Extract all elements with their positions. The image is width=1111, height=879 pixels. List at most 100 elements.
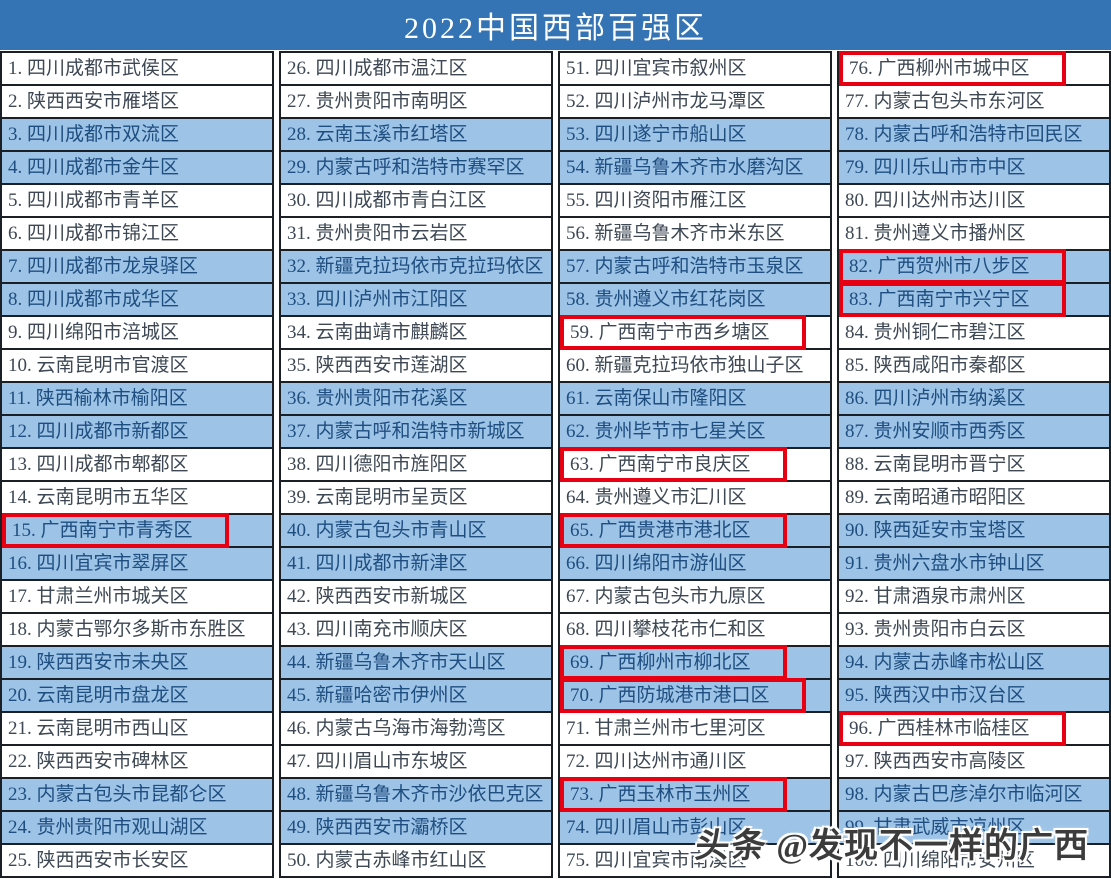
list-item: 44. 新疆乌鲁木齐市天山区 [281, 647, 551, 680]
watermark-handle: @发现不一样的广西 [776, 828, 1089, 865]
list-item: 73. 广西玉林市玉州区 [560, 777, 830, 812]
cell-label: 31. 贵州贵阳市云岩区 [287, 223, 468, 244]
list-item: 58. 贵州遵义市红花岗区 [560, 284, 830, 317]
cell-label: 1. 四川成都市武侯区 [8, 58, 180, 79]
cell-label: 42. 陕西西安市新城区 [287, 586, 468, 607]
list-item: 65. 广西贵港市港北区 [560, 513, 830, 548]
list-item: 50. 内蒙古赤峰市红山区 [281, 845, 551, 876]
cell-label: 29. 内蒙古呼和浩特市赛罕区 [287, 157, 525, 178]
list-item: 80. 四川达州市达川区 [839, 185, 1109, 218]
cell-label: 64. 贵州遵义市汇川区 [566, 487, 747, 508]
ranking-column-4: 76. 广西柳州市城中区 77. 内蒙古包头市东河区 78. 内蒙古呼和浩特市回民区… [837, 51, 1111, 878]
cell-label: 40. 内蒙古包头市青山区 [287, 520, 487, 541]
list-item: 49. 陕西西安市灞桥区 [281, 812, 551, 845]
cell-label: 57. 内蒙古呼和浩特市玉泉区 [566, 256, 804, 277]
list-item: 18. 内蒙古鄂尔多斯市东胜区 [2, 614, 272, 647]
cell-label: 26. 四川成都市温江区 [287, 58, 468, 79]
cell-label: 95. 陕西汉中市汉台区 [845, 685, 1026, 706]
list-item: 3. 四川成都市双流区 [2, 119, 272, 152]
cell-label: 66. 四川绵阳市游仙区 [566, 553, 747, 574]
highlighted-cell-label: 70. 广西防城港市港口区 [560, 678, 806, 713]
cell-label: 32. 新疆克拉玛依市克拉玛依区 [287, 256, 544, 277]
cell-label: 6. 四川成都市锦江区 [8, 223, 180, 244]
cell-label: 24. 贵州贵阳市观山湖区 [8, 817, 208, 838]
list-item: 94. 内蒙古赤峰市松山区 [839, 647, 1109, 680]
cell-label: 19. 陕西西安市未央区 [8, 652, 189, 673]
list-item: 16. 四川宜宾市翠屏区 [2, 548, 272, 581]
cell-label: 60. 新疆克拉玛依市独山子区 [566, 355, 804, 376]
cell-label: 88. 云南昆明市晋宁区 [845, 454, 1026, 475]
cell-label: 9. 四川绵阳市涪城区 [8, 322, 180, 343]
list-item: 6. 四川成都市锦江区 [2, 218, 272, 251]
cell-label: 8. 四川成都市成华区 [8, 289, 180, 310]
list-item: 8. 四川成都市成华区 [2, 284, 272, 317]
cell-label: 80. 四川达州市达川区 [845, 190, 1026, 211]
list-item: 96. 广西桂林市临桂区 [839, 711, 1109, 746]
list-item: 81. 贵州遵义市播州区 [839, 218, 1109, 251]
list-item: 62. 贵州毕节市七星关区 [560, 416, 830, 449]
list-item: 72. 四川达州市通川区 [560, 746, 830, 779]
list-item: 21. 云南昆明市西山区 [2, 713, 272, 746]
list-item: 30. 四川成都市青白江区 [281, 185, 551, 218]
cell-label: 86. 四川泸州市纳溪区 [845, 388, 1026, 409]
list-item: 40. 内蒙古包头市青山区 [281, 515, 551, 548]
cell-label: 33. 四川泸州市江阳区 [287, 289, 468, 310]
cell-label: 44. 新疆乌鲁木齐市天山区 [287, 652, 506, 673]
list-item: 100. 四川绵阳市安州区 [839, 845, 1109, 876]
list-item: 2. 陕西西安市雁塔区 [2, 86, 272, 119]
cell-label: 50. 内蒙古赤峰市红山区 [287, 850, 487, 871]
cell-label: 43. 四川南充市顺庆区 [287, 619, 468, 640]
cell-label: 12. 四川成都市新都区 [8, 421, 189, 442]
list-item: 28. 云南玉溪市红塔区 [281, 119, 551, 152]
list-item: 10. 云南昆明市官渡区 [2, 350, 272, 383]
cell-label: 61. 云南保山市隆阳区 [566, 388, 747, 409]
cell-label: 21. 云南昆明市西山区 [8, 718, 189, 739]
list-item: 67. 内蒙古包头市九原区 [560, 581, 830, 614]
highlighted-cell-label: 65. 广西贵港市港北区 [560, 513, 787, 548]
cell-label: 23. 内蒙古包头市昆都仑区 [8, 784, 227, 805]
cell-label: 36. 贵州贵阳市花溪区 [287, 388, 468, 409]
list-item: 4. 四川成都市金牛区 [2, 152, 272, 185]
cell-label: 4. 四川成都市金牛区 [8, 157, 180, 178]
cell-label: 75. 四川宜宾市南溪区 [566, 850, 747, 871]
cell-label: 16. 四川宜宾市翠屏区 [8, 553, 189, 574]
cell-label: 78. 内蒙古呼和浩特市回民区 [845, 124, 1083, 145]
list-item: 88. 云南昆明市晋宁区 [839, 449, 1109, 482]
list-item: 84. 贵州铜仁市碧江区 [839, 317, 1109, 350]
list-item: 92. 甘肃酒泉市肃州区 [839, 581, 1109, 614]
highlighted-cell-label: 15. 广西南宁市青秀区 [2, 513, 229, 548]
cell-label: 11. 陕西榆林市榆阳区 [8, 388, 188, 409]
list-item: 25. 陕西西安市长安区 [2, 845, 272, 876]
cell-label: 71. 甘肃兰州市七里河区 [566, 718, 766, 739]
list-item: 48. 新疆乌鲁木齐市沙依巴克区 [281, 779, 551, 812]
list-item: 38. 四川德阳市旌阳区 [281, 449, 551, 482]
list-item: 97. 陕西西安市高陵区 [839, 746, 1109, 779]
highlighted-cell-label: 82. 广西贺州市八步区 [839, 249, 1066, 284]
cell-label: 48. 新疆乌鲁木齐市沙依巴克区 [287, 784, 544, 805]
cell-label: 53. 四川遂宁市船山区 [566, 124, 747, 145]
highlighted-cell-label: 96. 广西桂林市临桂区 [839, 711, 1066, 746]
list-item: 42. 陕西西安市新城区 [281, 581, 551, 614]
cell-label: 30. 四川成都市青白江区 [287, 190, 487, 211]
title-bar: 2022中国西部百强区 [0, 0, 1111, 50]
list-item: 15. 广西南宁市青秀区 [2, 513, 272, 548]
list-item: 60. 新疆克拉玛依市独山子区 [560, 350, 830, 383]
list-item: 54. 新疆乌鲁木齐市水磨沟区 [560, 152, 830, 185]
cell-label: 2. 陕西西安市雁塔区 [8, 91, 180, 112]
cell-label: 18. 内蒙古鄂尔多斯市东胜区 [8, 619, 246, 640]
cell-label: 28. 云南玉溪市红塔区 [287, 124, 468, 145]
list-item: 64. 贵州遵义市汇川区 [560, 482, 830, 515]
list-item: 32. 新疆克拉玛依市克拉玛依区 [281, 251, 551, 284]
list-item: 70. 广西防城港市港口区 [560, 678, 830, 713]
page-title: 2022中国西部百强区 [404, 12, 707, 45]
cell-label: 100. 四川绵阳市安州区 [845, 850, 1036, 871]
list-item: 56. 新疆乌鲁木齐市米东区 [560, 218, 830, 251]
cell-label: 91. 贵州六盘水市钟山区 [845, 553, 1045, 574]
cell-label: 37. 内蒙古呼和浩特市新城区 [287, 421, 525, 442]
cell-label: 89. 云南昭通市昭阳区 [845, 487, 1026, 508]
list-item: 86. 四川泸州市纳溪区 [839, 383, 1109, 416]
list-item: 59. 广西南宁市西乡塘区 [560, 315, 830, 350]
watermark: 头条 @发现不一样的广西 [693, 818, 1089, 867]
ranking-column-3: 51. 四川宜宾市叙州区 52. 四川泸州市龙马潭区 53. 四川遂宁市船山区 54.… [558, 51, 832, 878]
list-item: 76. 广西柳州市城中区 [839, 51, 1109, 86]
